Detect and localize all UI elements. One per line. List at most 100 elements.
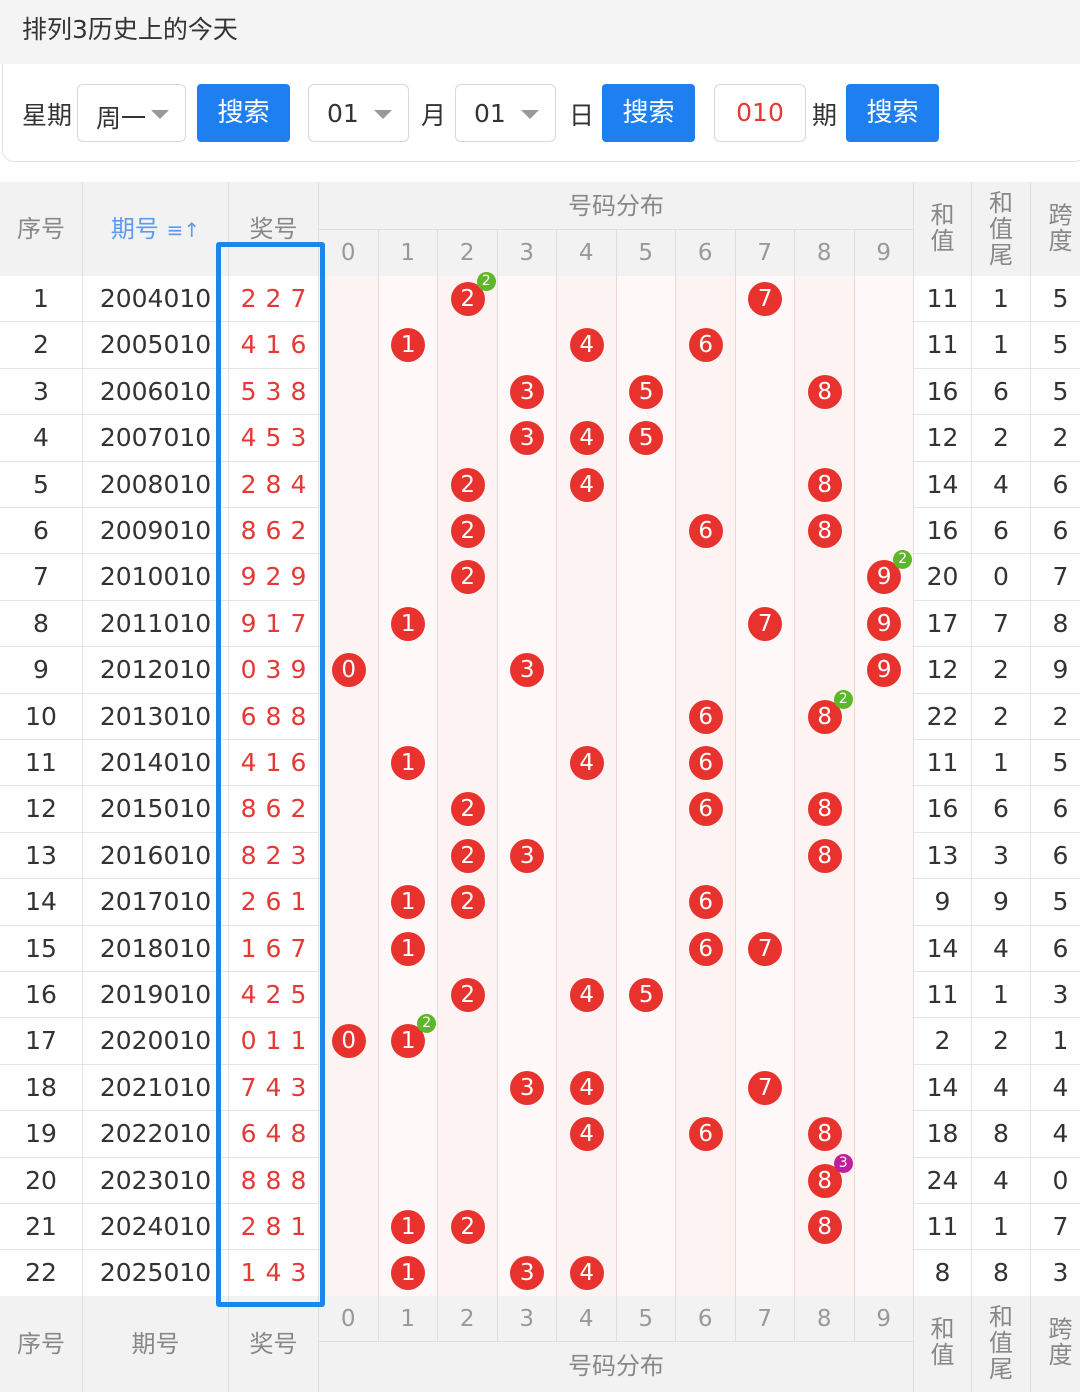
dist-cell-2: 2 — [438, 1204, 498, 1251]
dist-cell-4 — [557, 1204, 617, 1251]
dist-cell-0 — [319, 925, 379, 972]
footer-sum: 和值 — [914, 1296, 972, 1392]
dist-cell-9 — [854, 879, 914, 926]
day-select[interactable]: 01 — [455, 84, 556, 142]
number-ball: 3 — [510, 653, 545, 688]
dist-cell-4: 4 — [557, 740, 617, 787]
issue-cell: 2024010 — [83, 1204, 229, 1251]
header-sum: 和值 — [914, 182, 972, 276]
dist-cell-7 — [735, 415, 795, 462]
number-ball: 4 — [569, 1117, 604, 1152]
dist-cell-6 — [676, 554, 736, 601]
footer-digit-4: 4 — [557, 1296, 617, 1342]
dist-cell-0 — [319, 1204, 379, 1251]
number-ball: 4 — [569, 1256, 604, 1291]
sum-cell: 24 — [914, 1157, 972, 1204]
header-award: 奖号 — [229, 182, 319, 276]
dist-cell-5 — [616, 1250, 676, 1297]
dist-cell-2: 2 — [438, 554, 498, 601]
table-row: 1 2004010 227 2 2 7 11 1 5 — [0, 272, 1080, 323]
table-row: 4 2007010 453 3 4 5 12 2 2 — [0, 415, 1080, 462]
dist-cell-7 — [735, 972, 795, 1019]
footer-digit-2: 2 — [438, 1296, 498, 1342]
dist-cell-3: 3 — [497, 647, 557, 694]
dist-cell-8 — [795, 879, 855, 926]
dist-cell-6 — [676, 276, 736, 323]
number-ball: 1 — [391, 606, 426, 641]
dist-cell-6: 6 — [676, 693, 736, 740]
dist-cell-2 — [438, 368, 498, 416]
issue-cell: 2019010 — [83, 972, 229, 1019]
issue-cell: 2009010 — [83, 508, 229, 555]
sum-cell: 12 — [914, 647, 972, 694]
award-cell: 917 — [229, 600, 319, 648]
number-ball: 3 — [510, 1070, 545, 1105]
dist-cell-0 — [319, 786, 379, 833]
dist-cell-9 — [854, 786, 914, 833]
number-ball: 0 — [331, 1024, 366, 1059]
dist-cell-7: 7 — [735, 1064, 795, 1112]
dist-cell-7 — [735, 1204, 795, 1251]
award-cell: 743 — [229, 1064, 319, 1112]
dist-cell-6: 6 — [676, 925, 736, 972]
span-cell: 8 — [1031, 601, 1080, 647]
dist-cell-4 — [557, 508, 617, 555]
number-ball: 6 — [688, 885, 723, 920]
dist-cell-5 — [616, 461, 676, 508]
repeat-count-badge: 2 — [476, 272, 496, 291]
dist-cell-9 — [854, 925, 914, 972]
repeat-count-badge: 2 — [833, 689, 853, 709]
footer-digit-7: 7 — [736, 1296, 795, 1342]
dist-cell-0 — [319, 1111, 379, 1158]
sum-tail-cell: 8 — [972, 1111, 1031, 1158]
dist-cell-7 — [735, 461, 795, 508]
award-cell: 688 — [229, 693, 319, 740]
dist-cell-8: 8 — [795, 1111, 855, 1158]
seq-cell: 20 — [0, 1157, 83, 1204]
award-cell: 538 — [229, 368, 319, 416]
dist-cell-9 — [854, 322, 914, 369]
issue-input[interactable]: 010 — [714, 84, 806, 142]
search-by-date-button[interactable]: 搜索 — [602, 84, 695, 142]
issue-cell: 2005010 — [83, 322, 229, 369]
seq-cell: 2 — [0, 322, 83, 369]
number-ball: 6 — [688, 514, 723, 548]
award-cell: 416 — [229, 322, 319, 369]
dist-cell-1 — [378, 786, 438, 833]
sum-tail-cell: 1 — [972, 1204, 1031, 1251]
dist-cell-9 — [854, 740, 914, 787]
sum-tail-cell: 1 — [972, 972, 1031, 1019]
span-cell: 6 — [1031, 833, 1080, 879]
month-select[interactable]: 01 — [308, 84, 409, 142]
dist-cell-7 — [735, 508, 795, 555]
dist-cell-9 — [854, 693, 914, 740]
sum-cell: 14 — [914, 1064, 972, 1112]
dist-cell-2 — [438, 925, 498, 972]
footer-digit-6: 6 — [676, 1296, 736, 1342]
award-cell: 039 — [229, 647, 319, 694]
dist-cell-0 — [319, 1250, 379, 1297]
issue-cell: 2013010 — [83, 693, 229, 740]
dist-cell-2: 2 — [438, 461, 498, 508]
search-by-issue-button[interactable]: 搜索 — [846, 84, 939, 142]
dist-cell-3: 3 — [497, 1064, 557, 1112]
dist-cell-4 — [557, 832, 617, 880]
award-cell: 425 — [229, 972, 319, 1019]
search-by-weekday-button[interactable]: 搜索 — [197, 84, 290, 142]
seq-cell: 17 — [0, 1018, 83, 1065]
seq-cell: 14 — [0, 879, 83, 926]
dist-cell-1 — [378, 832, 438, 880]
sum-tail-cell: 3 — [972, 832, 1031, 880]
award-cell: 227 — [229, 276, 319, 323]
seq-cell: 9 — [0, 647, 83, 694]
sum-tail-cell: 7 — [972, 600, 1031, 648]
dist-cell-8: 8 — [795, 832, 855, 880]
dist-cell-4 — [557, 276, 617, 323]
sum-tail-cell: 1 — [972, 322, 1031, 369]
weekday-select[interactable]: 周一 — [77, 84, 186, 142]
dist-cell-2 — [438, 1250, 498, 1297]
header-issue-sortable[interactable]: 期号 ≡↑ — [83, 182, 229, 276]
dist-cell-8 — [795, 415, 855, 462]
dist-cell-0 — [319, 461, 379, 508]
header-seq: 序号 — [0, 182, 83, 276]
